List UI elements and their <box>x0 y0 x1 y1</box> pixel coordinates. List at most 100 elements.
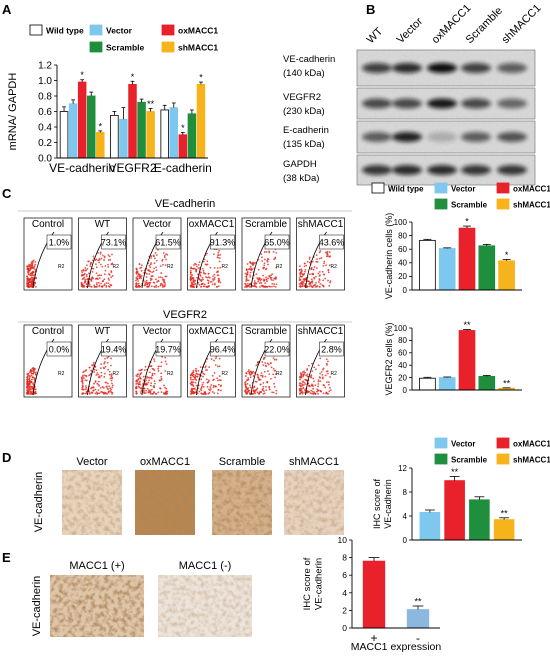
flow-dot <box>244 283 246 285</box>
flow-dot <box>257 361 259 363</box>
flow-dot <box>112 275 114 277</box>
flow-dot <box>268 373 270 375</box>
flow-dot <box>96 277 98 279</box>
blot-row-name: E-cadherin <box>283 125 329 136</box>
flow-dot <box>165 253 167 255</box>
flow-dot <box>85 369 87 371</box>
y-tick-label: 0 <box>403 286 408 295</box>
flow-dot <box>266 251 268 253</box>
flow-dot <box>208 366 210 368</box>
flow-dot <box>164 370 166 372</box>
flow-dot <box>196 376 198 378</box>
flow-dot <box>248 390 250 392</box>
ihc-label: shMACC1 <box>289 456 339 468</box>
flow-dot <box>98 376 100 378</box>
flow-dot <box>165 360 167 362</box>
bar <box>111 115 119 158</box>
flow-dot <box>276 359 278 361</box>
flow-dot <box>27 374 29 376</box>
flow-dot <box>248 268 250 270</box>
flow-dot <box>202 376 204 378</box>
flow-dot <box>164 255 166 257</box>
flow-dot <box>27 382 29 384</box>
flow-dot <box>198 370 200 372</box>
legend-swatch <box>162 42 174 52</box>
flow-dot <box>302 392 304 394</box>
flow-dot <box>109 259 111 261</box>
flow-dot <box>310 376 312 378</box>
flow-dot <box>83 285 85 287</box>
flow-dot <box>269 389 271 391</box>
flow-dot <box>217 256 219 258</box>
flow-dot <box>259 379 261 381</box>
flow-dot <box>93 387 95 389</box>
flow-dot <box>204 284 206 286</box>
bar <box>96 132 104 158</box>
flow-dot <box>275 390 277 392</box>
significance-label: ** <box>451 467 459 477</box>
flow-dot <box>205 276 207 278</box>
flow-dot <box>272 374 274 376</box>
flow-dot <box>147 382 149 384</box>
flow-dot <box>302 280 304 282</box>
flow-dot <box>299 384 301 386</box>
flow-dot <box>195 374 197 376</box>
flow-dot <box>158 276 160 278</box>
flow-dot <box>316 254 318 256</box>
y-tick-label: 8 <box>403 488 408 497</box>
flow-dot <box>93 362 95 364</box>
flow-sample-name: Scramble <box>245 219 288 230</box>
flow-dot <box>26 285 28 287</box>
y-axis-label: IHC score of <box>372 478 382 529</box>
legend-label: shMACC1 <box>178 43 218 53</box>
flow-dot <box>249 374 251 376</box>
flow-dot <box>31 373 33 375</box>
flow-dot <box>86 264 88 266</box>
flow-dot <box>163 252 165 254</box>
legend-swatch <box>435 454 447 464</box>
bar <box>179 135 187 158</box>
flow-sample-name: Control <box>32 326 64 337</box>
legend-label: shMACC1 <box>513 201 550 210</box>
flow-dot <box>193 385 195 387</box>
flow-dot <box>91 276 93 278</box>
flow-dot <box>329 251 331 253</box>
flow-dot <box>319 274 321 276</box>
flow-dot <box>101 266 103 268</box>
flow-dot <box>207 279 209 281</box>
flow-dot <box>158 365 160 367</box>
flow-dot <box>266 278 268 280</box>
flow-dot <box>261 260 263 262</box>
legend-label: oxMACC1 <box>513 440 550 449</box>
flow-dot <box>217 252 219 254</box>
y-tick-label: 6 <box>342 570 347 580</box>
flow-dot <box>107 264 109 266</box>
flow-dot <box>258 279 260 281</box>
flow-dot <box>273 283 275 285</box>
bar <box>60 112 68 159</box>
flow-dot <box>100 275 102 277</box>
flow-dot <box>317 390 319 392</box>
flow-dot <box>208 379 210 381</box>
flow-dot <box>305 383 307 385</box>
flow-dot <box>271 277 273 279</box>
flow-dot <box>246 393 248 395</box>
flow-dot <box>108 259 110 261</box>
flow-dot <box>160 283 162 285</box>
flow-dot <box>26 378 28 380</box>
flow-dot <box>149 371 151 373</box>
flow-dot <box>257 391 259 393</box>
flow-dot <box>146 384 148 386</box>
flow-dot <box>264 279 266 281</box>
flow-dot <box>313 269 315 271</box>
flow-dot <box>153 268 155 270</box>
bar <box>494 520 514 540</box>
flow-dot <box>276 283 278 285</box>
flow-dot <box>257 281 259 283</box>
bar <box>69 104 77 158</box>
flow-dot <box>316 267 318 269</box>
flow-dot <box>104 273 106 275</box>
flow-dot <box>217 275 219 277</box>
flow-dot <box>144 281 146 283</box>
